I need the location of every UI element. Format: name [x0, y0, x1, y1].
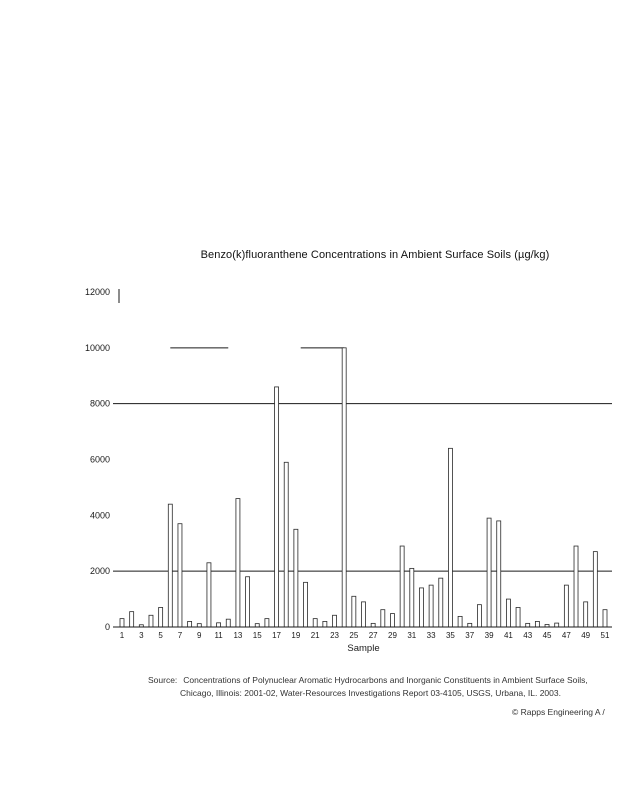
- bar: [341, 347, 347, 628]
- bar: [235, 498, 241, 628]
- chart-title: Benzo(k)fluoranthene Concentrations in A…: [200, 249, 550, 261]
- x-tick-label: 49: [581, 631, 590, 640]
- x-tick-label: 13: [233, 631, 242, 640]
- bar: [293, 528, 299, 628]
- bar: [274, 386, 279, 628]
- bar: [428, 584, 434, 628]
- x-tick-label: 9: [197, 631, 202, 640]
- bar: [264, 618, 270, 628]
- bar: [399, 545, 405, 628]
- x-tick-label: 23: [330, 631, 339, 640]
- bar: [167, 503, 173, 628]
- x-tick-label: 21: [311, 631, 320, 640]
- bar: [477, 604, 482, 628]
- x-tick-label: 25: [349, 631, 358, 640]
- x-tick-label: 7: [178, 631, 183, 640]
- bar: [409, 567, 415, 628]
- bar: [312, 618, 318, 628]
- bar: [496, 520, 502, 628]
- bar: [583, 601, 589, 628]
- bar: [448, 447, 453, 628]
- bar: [505, 598, 511, 628]
- x-tick-label: 37: [465, 631, 474, 640]
- x-tick-label: 47: [562, 631, 571, 640]
- x-tick-label: 43: [523, 631, 532, 640]
- bar: [563, 584, 569, 628]
- bar: [216, 622, 222, 628]
- y-tick-label: 12000: [85, 287, 110, 297]
- bar: [534, 621, 540, 628]
- x-tick-label: 5: [158, 631, 163, 640]
- y-tick-label: 0: [105, 622, 110, 632]
- x-tick-label: 31: [407, 631, 416, 640]
- bar: [177, 523, 183, 628]
- bar: [119, 618, 125, 628]
- y-tick-label: 8000: [90, 399, 110, 409]
- x-tick-label: 51: [601, 631, 610, 640]
- bar: [602, 609, 608, 628]
- bar: [515, 607, 521, 628]
- source-text-1: Concentrations of Polynuclear Aromatic H…: [183, 675, 588, 685]
- copyright-notice: © Rapps Engineering A /: [512, 707, 605, 717]
- x-tick-label: 1: [120, 631, 125, 640]
- x-tick-label: 45: [543, 631, 552, 640]
- x-tick-label: 29: [388, 631, 397, 640]
- x-tick-label: 17: [272, 631, 281, 640]
- source-citation-line1: Source: Concentrations of Polynuclear Aro…: [148, 675, 588, 685]
- x-tick-label: 3: [139, 631, 144, 640]
- bar: [351, 595, 357, 628]
- bar: [486, 517, 492, 628]
- bar: [390, 613, 395, 628]
- x-tick-label: 41: [504, 631, 513, 640]
- y-tick-label: 6000: [90, 455, 110, 465]
- bar: [573, 545, 579, 628]
- bar: [361, 601, 366, 628]
- bar: [438, 577, 444, 628]
- bar: [196, 623, 202, 628]
- bar: [187, 621, 193, 628]
- bar: [254, 623, 260, 628]
- bar: [158, 607, 164, 628]
- bar: [225, 618, 231, 628]
- x-tick-label: 11: [214, 631, 223, 640]
- bar: [332, 614, 337, 628]
- bar: [303, 581, 308, 628]
- x-tick-label: 39: [485, 631, 494, 640]
- bar: [554, 622, 560, 628]
- bar: [283, 461, 289, 628]
- y-tick-label: 4000: [90, 510, 110, 520]
- bar: [419, 587, 424, 628]
- y-tick-label: 10000: [85, 343, 110, 353]
- x-tick-label: 35: [446, 631, 455, 640]
- y-tick-label: 2000: [90, 566, 110, 576]
- bar: [245, 576, 250, 628]
- bar: [457, 615, 463, 628]
- bar: [592, 551, 598, 628]
- bar: [129, 611, 135, 628]
- bar: [370, 622, 376, 628]
- x-tick-label: 33: [427, 631, 436, 640]
- bar: [148, 614, 154, 628]
- bar: [380, 609, 386, 628]
- x-tick-label: 19: [291, 631, 300, 640]
- bar: [322, 621, 328, 628]
- bar: [206, 562, 212, 628]
- source-citation-line2: Chicago, Illinois: 2001-02, Water-Resour…: [180, 688, 561, 698]
- source-label: Source:: [148, 675, 178, 685]
- x-tick-label: 27: [369, 631, 378, 640]
- bar: [467, 622, 473, 628]
- bar: [525, 622, 531, 628]
- x-tick-label: 15: [253, 631, 262, 640]
- x-axis-title: Sample: [347, 643, 379, 654]
